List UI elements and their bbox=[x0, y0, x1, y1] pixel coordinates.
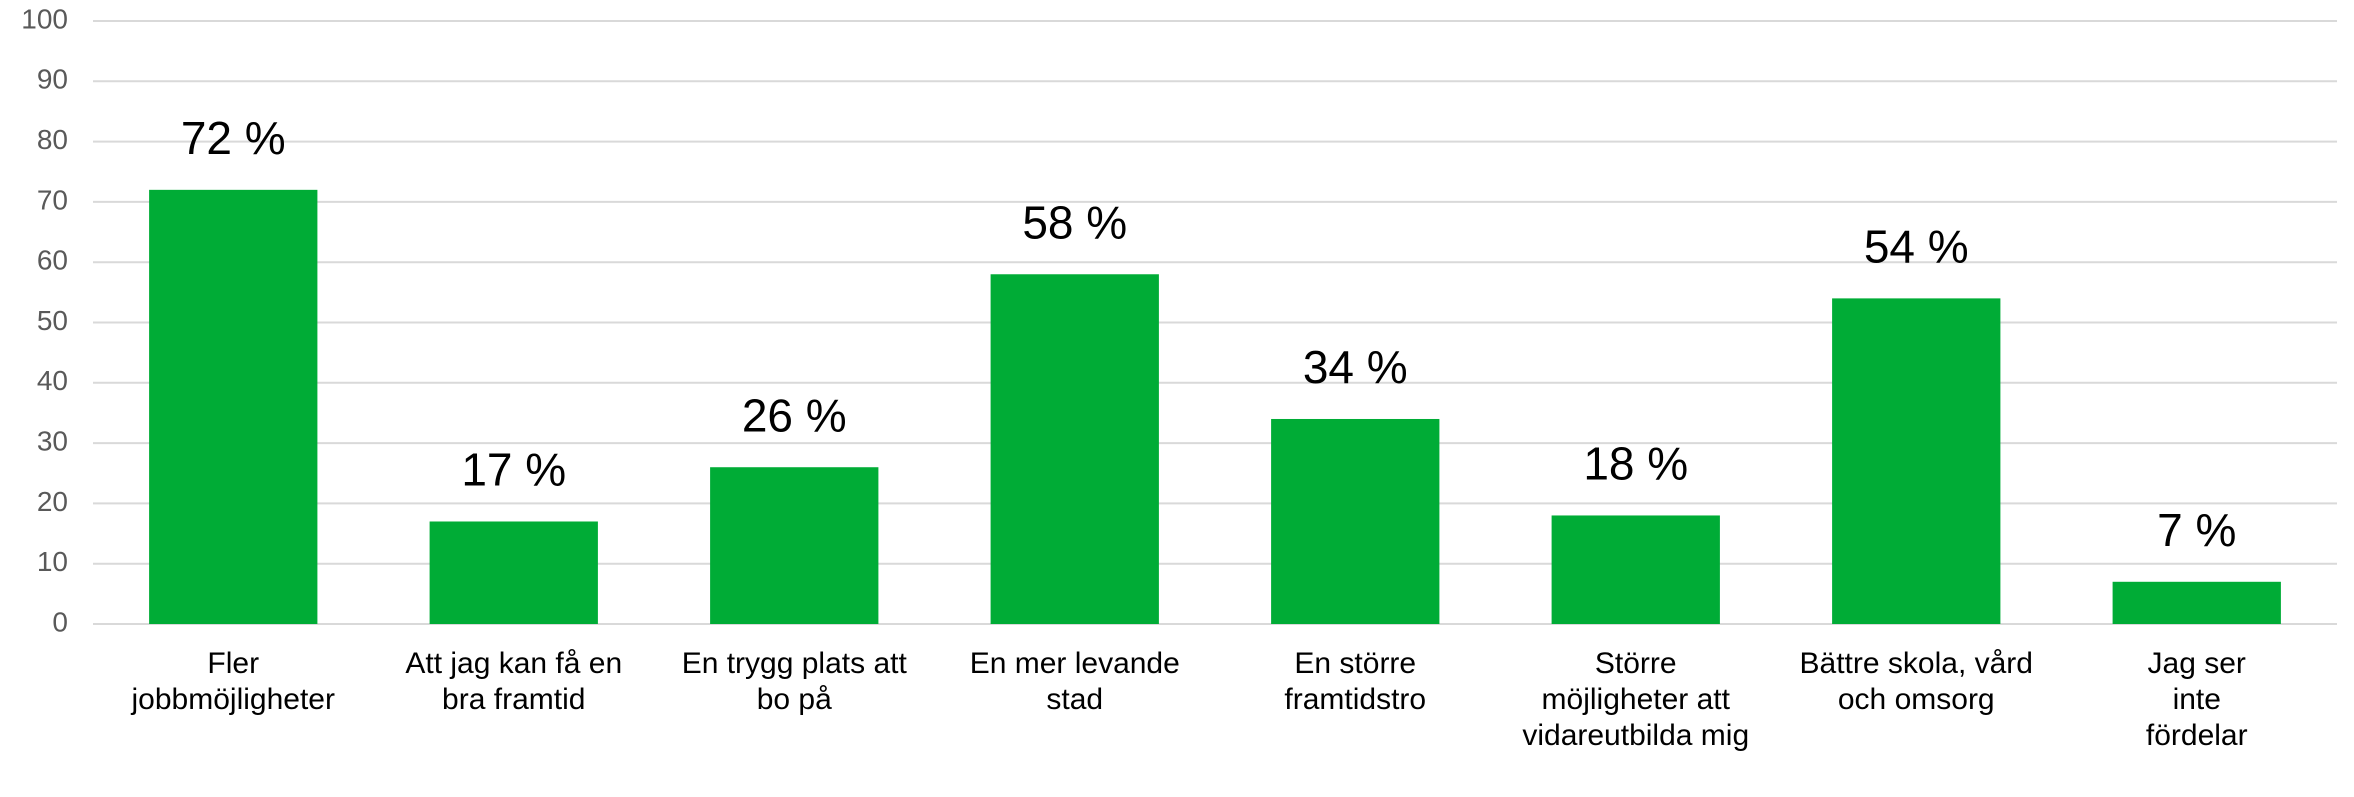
x-tick-label: En större framtidstro bbox=[1284, 647, 1427, 716]
bar bbox=[990, 274, 1159, 624]
x-tick-label: Att jag kan få en bra framtid bbox=[405, 647, 623, 716]
y-tick-label: 90 bbox=[37, 64, 68, 95]
x-tick-label: Bättre skola, vård och omsorg bbox=[1799, 647, 2033, 716]
x-tick-label: Större möjligheter att vidareutbilda mig bbox=[1522, 647, 1750, 752]
value-label: 34 % bbox=[1303, 341, 1408, 393]
x-tick-label: Fler jobbmöjligheter bbox=[131, 647, 335, 716]
y-tick-label: 50 bbox=[37, 305, 68, 336]
value-label: 7 % bbox=[2157, 504, 2236, 556]
y-tick-label: 70 bbox=[37, 184, 68, 215]
x-tick-label: Jag ser inte fördelar bbox=[2145, 647, 2248, 752]
bar bbox=[1832, 298, 2001, 624]
bar bbox=[149, 189, 318, 624]
y-tick-label: 30 bbox=[37, 425, 68, 456]
y-tick-label: 40 bbox=[37, 365, 68, 396]
bar bbox=[2112, 581, 2281, 624]
y-tick-label: 0 bbox=[52, 606, 68, 637]
y-tick-label: 20 bbox=[37, 486, 68, 517]
bar bbox=[1551, 515, 1720, 624]
value-label: 72 % bbox=[181, 112, 286, 164]
y-tick-label: 60 bbox=[37, 245, 68, 276]
value-label: 58 % bbox=[1022, 196, 1127, 248]
y-tick-label: 80 bbox=[37, 124, 68, 155]
value-label: 54 % bbox=[1864, 221, 1969, 273]
x-tick-label: En mer levande stad bbox=[969, 647, 1180, 716]
value-label: 26 % bbox=[742, 389, 847, 441]
bar bbox=[429, 521, 598, 624]
bar bbox=[1271, 418, 1440, 624]
bar bbox=[710, 467, 879, 624]
x-tick-label: En trygg plats att bo på bbox=[681, 647, 907, 716]
y-tick-label: 100 bbox=[21, 3, 68, 34]
value-label: 18 % bbox=[1583, 438, 1688, 490]
value-label: 17 % bbox=[461, 444, 566, 496]
y-tick-label: 10 bbox=[37, 546, 68, 577]
